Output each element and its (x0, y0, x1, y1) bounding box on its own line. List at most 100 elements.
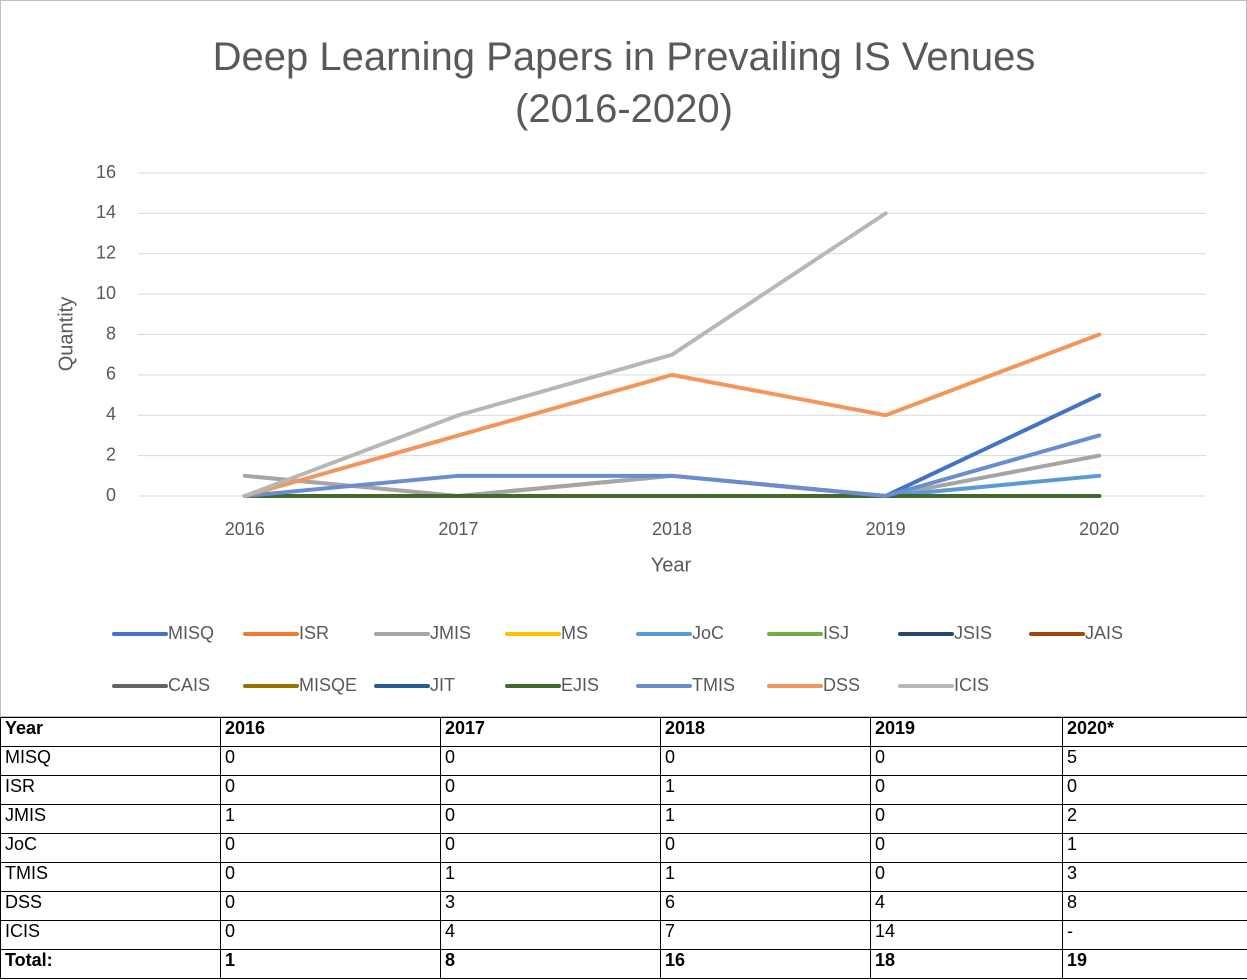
legend-label: EJIS (561, 675, 599, 695)
table-cell: TMIS (0, 862, 221, 892)
table-cell: 1 (440, 862, 661, 892)
table-cell: 1 (1062, 833, 1247, 863)
legend-label: MS (561, 623, 588, 643)
table-cell: 0 (870, 833, 1063, 863)
legend-label: ICIS (954, 675, 989, 695)
y-tick-label: 8 (106, 323, 116, 343)
table-cell: 2 (1062, 804, 1247, 834)
table-cell: 1 (660, 775, 871, 805)
table-cell: 4 (440, 920, 661, 950)
table-cell: 1 (660, 862, 871, 892)
table-cell: 0 (440, 804, 661, 834)
table-cell: 2019 (870, 717, 1063, 747)
table-cell: 0 (870, 804, 1063, 834)
table-cell: 0 (440, 775, 661, 805)
legend-label: ISR (299, 623, 329, 643)
x-axis-label: Year (651, 554, 692, 576)
table-cell: 0 (440, 746, 661, 776)
x-tick-label: 2019 (866, 519, 906, 539)
legend-label: JoC (692, 623, 724, 643)
legend-label: DSS (823, 675, 860, 695)
table-cell: 0 (440, 833, 661, 863)
table-cell: 2020* (1062, 717, 1247, 747)
table-cell: 0 (870, 775, 1063, 805)
table-cell: 4 (870, 891, 1063, 921)
y-tick-label: 16 (96, 162, 116, 182)
table-cell: JoC (0, 833, 221, 863)
table-cell: Total: (0, 949, 221, 979)
table-row: TMIS 0 1 1 0 3 (0, 862, 1247, 892)
table-cell: 8 (440, 949, 661, 979)
x-tick-label: 2016 (225, 519, 265, 539)
y-tick-label: 4 (106, 404, 116, 424)
y-tick-label: 10 (96, 283, 116, 303)
table-cell: 3 (1062, 862, 1247, 892)
table-cell: 14 (870, 920, 1063, 950)
legend-label: MISQ (168, 623, 214, 643)
table-row: ISR 0 0 1 0 0 (0, 775, 1247, 805)
table-cell: 0 (870, 746, 1063, 776)
y-tick-label: 6 (106, 364, 116, 384)
table-row: ICIS 0 4 7 14- (0, 920, 1247, 950)
table-cell: 0 (220, 862, 441, 892)
table-cell: 16 (660, 949, 871, 979)
table-cell: - (1062, 920, 1247, 950)
plot: Year Quantity 0 2 4 6 8 10 12 14 16 2016 2017 2018 2… (55, 162, 1206, 695)
table-cell: 0 (660, 833, 871, 863)
table-cell: ICIS (0, 920, 221, 950)
legend-label: JIT (430, 675, 455, 695)
table-cell: 2018 (660, 717, 871, 747)
table-cell: 19 (1062, 949, 1247, 979)
table-cell: 7 (660, 920, 871, 950)
table-cell: 0 (870, 862, 1063, 892)
legend-label: ISJ (823, 623, 849, 643)
table-cell: 18 (870, 949, 1063, 979)
table-cell: 2016 (220, 717, 441, 747)
chart: Deep Learning Papers in Prevailing IS Ve… (0, 0, 1247, 717)
table-row: JMIS 1 0 1 0 2 (0, 804, 1247, 834)
table-cell: 6 (660, 891, 871, 921)
table-cell: 0 (220, 891, 441, 921)
table-cell: 2017 (440, 717, 661, 747)
y-tick-label: 0 (106, 485, 116, 505)
legend-label: JMIS (430, 623, 471, 643)
table-cell: 5 (1062, 746, 1247, 776)
legend-label: TMIS (692, 675, 735, 695)
table-row: JoC 0 0 0 0 1 (0, 833, 1247, 863)
table-row: DSS 0 3 6 4 8 (0, 891, 1247, 921)
table-cell: 1 (220, 949, 441, 979)
legend-label: JAIS (1085, 623, 1123, 643)
table-cell: 0 (220, 775, 441, 805)
x-tick-label: 2020 (1079, 519, 1119, 539)
y-tick-label: 14 (96, 202, 116, 222)
table-row: Year 2016 2017 2018 2019 2020* (0, 717, 1247, 747)
legend-label: MISQE (299, 675, 357, 695)
chart-title: Deep Learning Papers in Prevailing IS Ve… (212, 35, 1036, 131)
table-row: Total: 1 8 16 18 19 (0, 949, 1247, 979)
series-line (242, 332, 1102, 498)
y-tick-label: 12 (96, 243, 116, 263)
table-cell: DSS (0, 891, 221, 921)
table-cell: ISR (0, 775, 221, 805)
series-line (242, 433, 1102, 498)
table-cell: 3 (440, 891, 661, 921)
table-cell: 1 (660, 804, 871, 834)
table-row: MISQ 0 0 0 0 5 (0, 746, 1247, 776)
table-cell: 0 (1062, 775, 1247, 805)
table-cell: 0 (220, 920, 441, 950)
y-tick-label: 2 (106, 444, 116, 464)
x-tick-label: 2017 (438, 519, 478, 539)
table-cell: 0 (220, 746, 441, 776)
x-tick-label: 2018 (652, 519, 692, 539)
series-line (242, 211, 888, 498)
table-cell: 0 (220, 833, 441, 863)
table-cell: Year (0, 717, 221, 747)
table-cell: MISQ (0, 746, 221, 776)
data-table: Year 2016 2017 2018 2019 2020* MISQ 0 0 0 0 5 ISR 0 0 1… (0, 717, 1247, 979)
legend-label: CAIS (168, 675, 210, 695)
legend-label: JSIS (954, 623, 992, 643)
table-cell: 8 (1062, 891, 1247, 921)
table-cell: 1 (220, 804, 441, 834)
table-cell: JMIS (0, 804, 221, 834)
